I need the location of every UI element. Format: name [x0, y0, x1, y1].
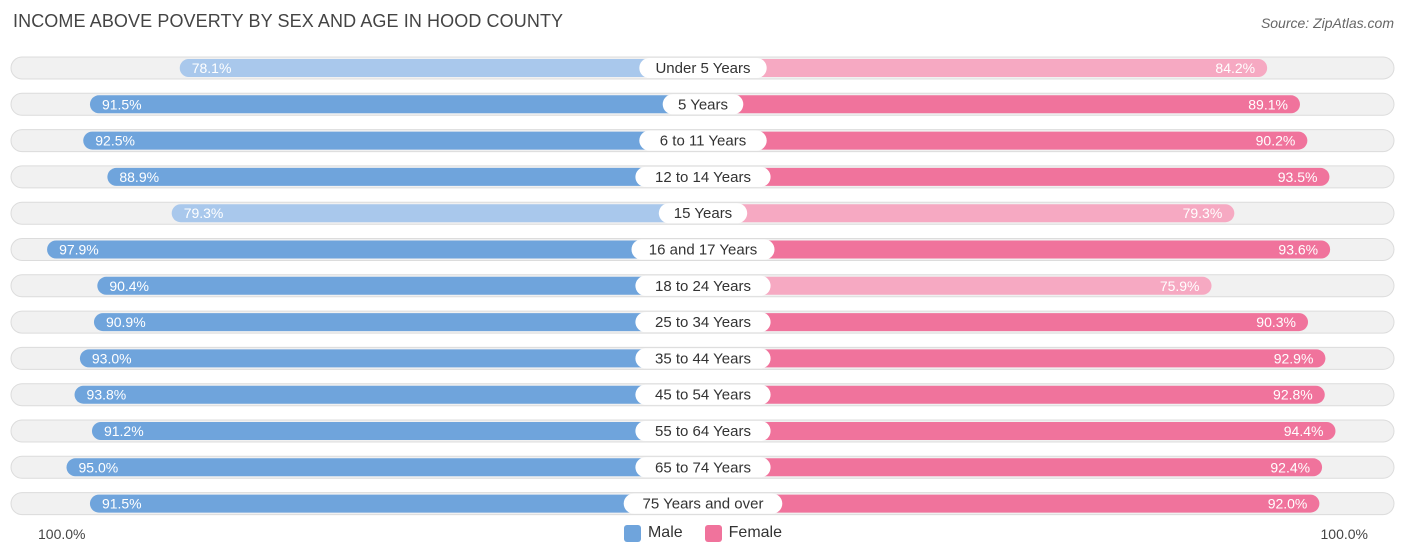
value-label-female: 90.3%: [1256, 314, 1296, 330]
value-label-female: 89.1%: [1248, 96, 1288, 112]
category-label: 16 and 17 Years: [649, 242, 757, 259]
legend-swatch-male: [623, 524, 641, 542]
category-label: 12 to 14 Years: [655, 169, 751, 186]
value-label-female: 84.2%: [1215, 60, 1255, 76]
category-pill: [635, 348, 771, 369]
bar-female: [703, 458, 1323, 477]
category-pill: [635, 384, 771, 405]
bar-male: [89, 95, 703, 114]
value-label-female: 92.0%: [1268, 496, 1308, 512]
value-label-male: 88.9%: [119, 169, 159, 185]
bar-male: [91, 422, 703, 440]
legend-label-male: Male: [647, 524, 683, 541]
value-label-male: 92.5%: [95, 133, 135, 149]
bar-female: [703, 240, 1331, 259]
category-label: 5 Years: [678, 96, 728, 113]
bar-female: [703, 494, 1320, 513]
axis-right-label: 100.0%: [1320, 526, 1368, 542]
category-label: Under 5 Years: [655, 60, 750, 77]
bar-male: [97, 276, 703, 295]
category-label: 6 to 11 Years: [660, 133, 746, 150]
bar-female: [703, 313, 1309, 332]
value-label-female: 93.5%: [1278, 169, 1318, 185]
category-label: 45 to 54 Years: [655, 387, 751, 404]
value-label-male: 79.3%: [184, 205, 224, 221]
value-label-female: 90.2%: [1256, 133, 1296, 149]
value-label-male: 91.2%: [104, 423, 144, 439]
value-label-female: 75.9%: [1160, 278, 1200, 294]
bar-male: [171, 204, 703, 223]
category-label: 18 to 24 Years: [655, 278, 751, 295]
category-pill: [635, 166, 771, 187]
value-label-male: 91.5%: [102, 96, 142, 112]
value-label-male: 90.4%: [109, 278, 149, 294]
category-label: 15 Years: [674, 205, 732, 222]
value-label-female: 93.6%: [1278, 242, 1318, 258]
value-label-female: 92.4%: [1270, 459, 1310, 475]
category-pill: [631, 239, 775, 260]
bar-male: [107, 167, 704, 186]
bar-male: [83, 131, 703, 150]
bar-male: [93, 313, 704, 332]
bar-female: [703, 167, 1330, 186]
category-pill: [635, 457, 771, 478]
category-pill: [635, 312, 771, 333]
category-pill: [635, 421, 771, 441]
legend: Male Female: [0, 524, 1406, 542]
category-label: 65 to 74 Years: [655, 459, 751, 476]
axis-left-label: 100.0%: [38, 526, 86, 542]
category-label: 55 to 64 Years: [655, 423, 751, 440]
bar-male: [47, 240, 703, 259]
legend-swatch-female: [704, 524, 722, 542]
bar-male: [179, 59, 704, 77]
diverging-bar-chart: 78.1% 84.2% Under 5 Years 91.5% 89.1% 5 Years…: [10, 56, 1395, 516]
category-label: 25 to 34 Years: [655, 314, 751, 331]
value-label-male: 78.1%: [192, 60, 232, 76]
bar-female: [703, 349, 1326, 368]
bar-female: [703, 131, 1308, 150]
category-pill: [658, 203, 748, 224]
category-pill: [635, 275, 771, 296]
bar-male: [79, 349, 703, 368]
category-pill: [639, 58, 767, 78]
value-label-male: 95.0%: [79, 459, 119, 475]
bar-female: [703, 385, 1325, 404]
value-label-female: 92.8%: [1273, 387, 1313, 403]
legend-item-female: Female: [704, 524, 783, 542]
value-label-male: 93.8%: [87, 387, 127, 403]
legend-label-female: Female: [728, 524, 783, 541]
value-label-male: 91.5%: [102, 496, 142, 512]
category-pill: [662, 94, 744, 115]
source-credit: Source: ZipAtlas.com: [1260, 15, 1394, 31]
value-label-male: 90.9%: [106, 314, 146, 330]
category-pill: [639, 130, 767, 151]
bar-male: [74, 385, 704, 404]
chart-title: INCOME ABOVE POVERTY BY SEX AND AGE IN H…: [13, 11, 564, 31]
bar-female: [703, 276, 1212, 295]
bar-female: [703, 59, 1268, 77]
legend-item-male: Male: [623, 524, 683, 542]
value-label-female: 79.3%: [1183, 205, 1223, 221]
bar-female: [703, 95, 1300, 114]
category-label: 35 to 44 Years: [655, 350, 751, 367]
bar-female: [703, 204, 1235, 223]
bar-male: [66, 458, 703, 477]
category-pill: [623, 493, 783, 514]
value-label-female: 92.9%: [1274, 350, 1314, 366]
value-label-male: 97.9%: [59, 242, 99, 258]
bar-female: [703, 422, 1336, 440]
value-label-female: 94.4%: [1284, 423, 1324, 439]
value-label-male: 93.0%: [92, 350, 132, 366]
bar-male: [89, 494, 703, 513]
category-label: 75 Years and over: [643, 496, 764, 513]
